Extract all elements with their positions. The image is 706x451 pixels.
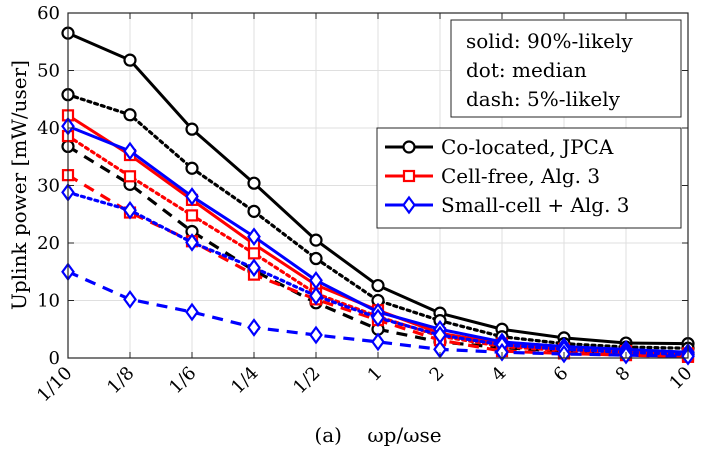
y-tick-label: 30 [37,176,60,197]
data-point [247,318,261,337]
data-point [185,209,199,222]
data-point [123,53,137,67]
legend: Co-located, JPCA Cell-free, Alg. 3 Small-c… [376,127,682,229]
y-tick-label: 50 [37,61,60,82]
data-point [123,108,137,122]
annotation-line-dash: dash: 5%-likely [466,87,621,111]
legend-entry: Co-located, JPCA [385,135,614,159]
legend-entry: Small-cell + Alg. 3 [385,193,630,217]
y-tick-label: 60 [37,3,60,24]
legend-label: Co-located, JPCA [441,135,614,159]
data-point [185,161,199,175]
series-layer [61,26,695,366]
annotation-line-solid: solid: 90%-likely [466,29,633,53]
data-point [371,278,385,293]
data-point [123,289,137,309]
series-7 [61,183,695,364]
series-6 [61,116,695,362]
y-tick-label: 0 [49,348,60,369]
legend-label: Cell-free, Alg. 3 [441,164,600,188]
data-point [185,187,199,206]
legend-label: Small-cell + Alg. 3 [441,193,630,217]
annotation-line-dot: dot: median [466,58,587,82]
data-point [123,200,137,220]
y-tick-label: 40 [37,118,60,139]
series-8 [61,262,695,366]
data-point [371,308,385,328]
data-point [247,204,261,218]
y-tick-label: 10 [37,291,60,312]
legend-marker [402,169,416,183]
data-point [247,176,261,190]
data-point [247,258,261,278]
data-point [371,332,385,352]
data-point [185,233,199,252]
y-tick-label: 20 [37,233,60,254]
data-point [309,233,323,247]
legend-marker [402,140,416,154]
x-axis-label: (a) ωp/ωse [314,423,441,447]
annotation-box: solid: 90%-likely dot: median dash: 5%-l… [450,19,682,118]
data-point [123,170,137,183]
y-axis-label: Uplink power [mW/user] [7,60,31,310]
data-point [247,247,261,260]
data-point [123,141,137,161]
legend-entry: Cell-free, Alg. 3 [385,164,600,188]
data-point [185,122,199,136]
legend-marker [402,195,416,215]
data-point [309,325,323,345]
data-point [309,251,323,266]
data-point [309,286,323,306]
data-point [247,227,261,247]
data-point [185,302,199,322]
